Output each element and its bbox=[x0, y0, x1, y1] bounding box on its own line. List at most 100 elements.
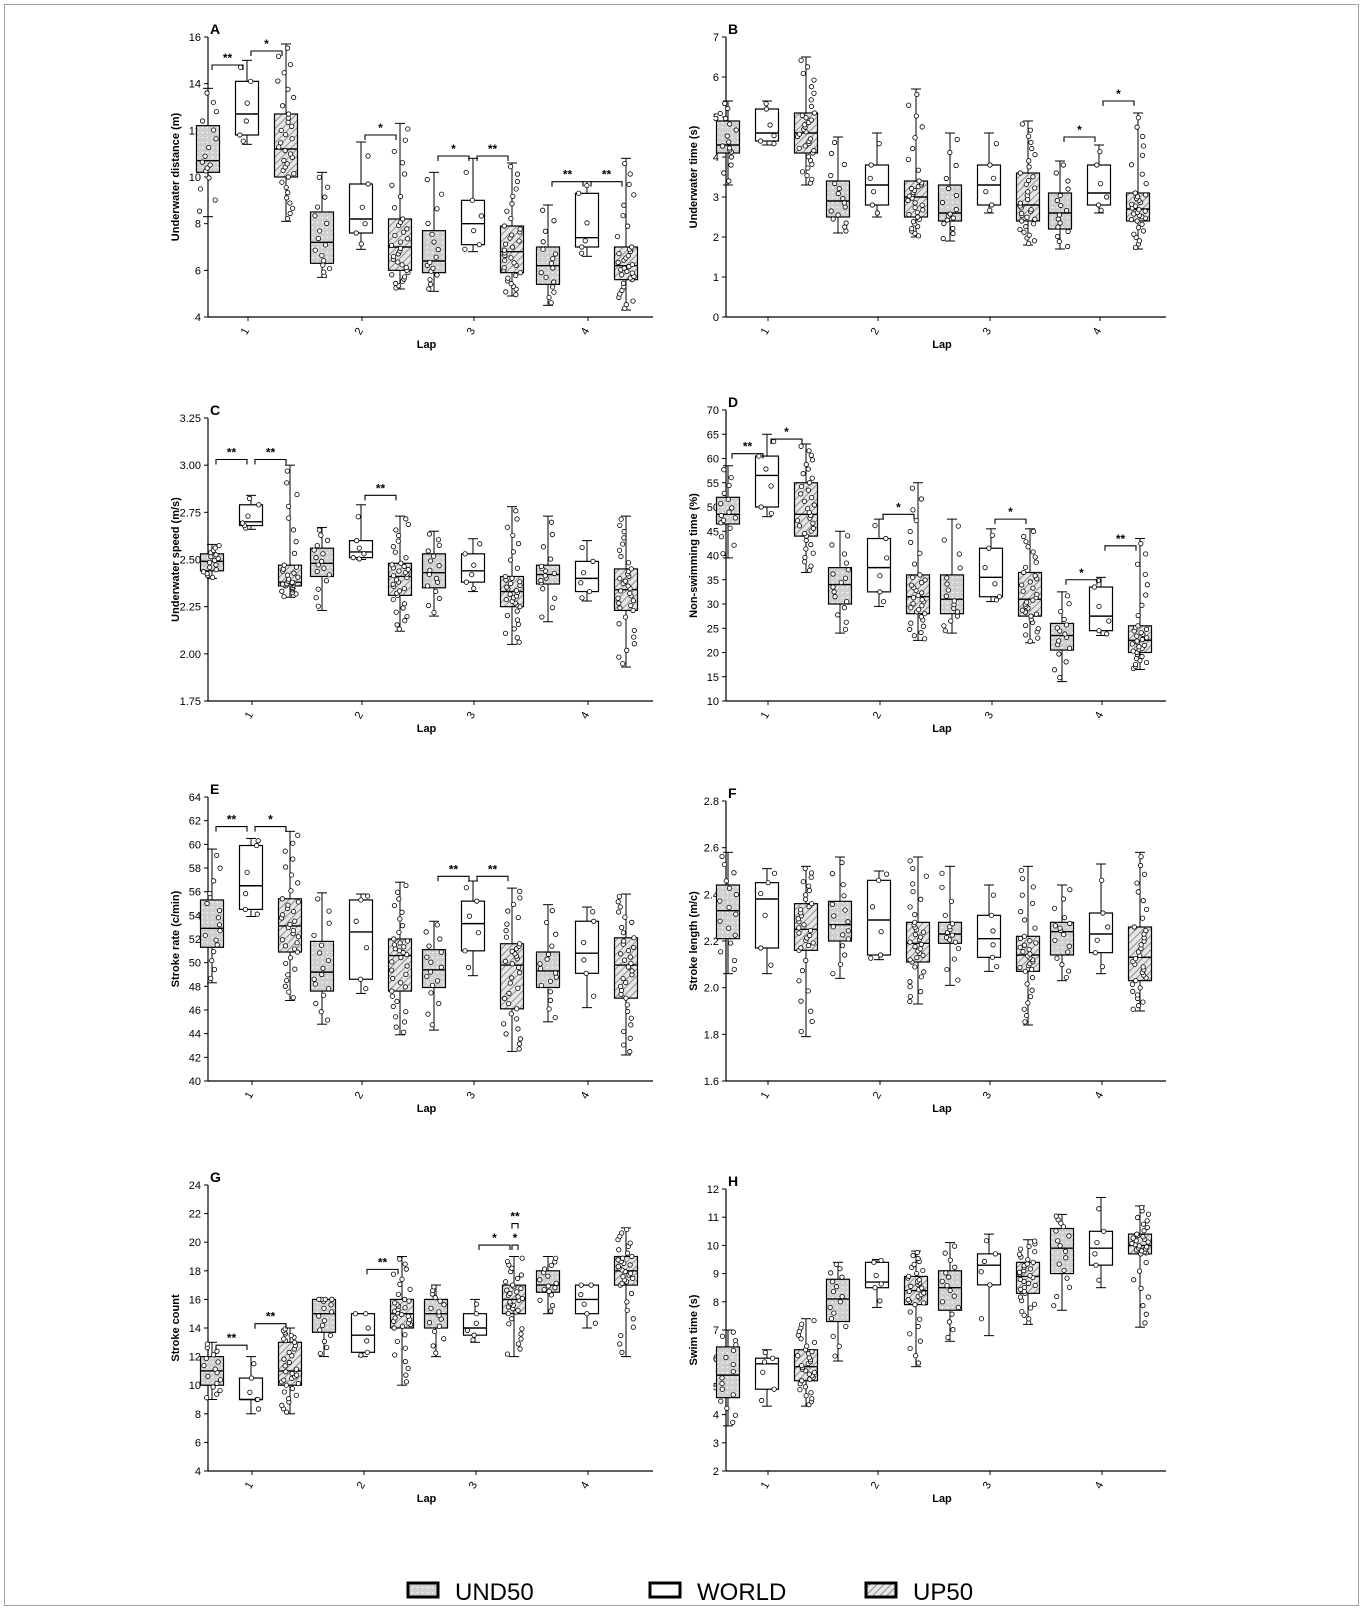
data-point bbox=[209, 957, 215, 964]
data-point bbox=[514, 1006, 520, 1012]
data-point bbox=[1144, 1224, 1150, 1231]
data-point bbox=[1033, 559, 1039, 565]
data-point bbox=[917, 550, 923, 556]
box-up50-lap-4 bbox=[1127, 1204, 1153, 1328]
data-point bbox=[806, 480, 813, 486]
data-point bbox=[630, 1324, 637, 1330]
data-point bbox=[429, 1022, 435, 1028]
data-point bbox=[619, 272, 625, 278]
data-point bbox=[945, 185, 952, 192]
box-up50-lap-3 bbox=[1015, 865, 1041, 1026]
box-und50-lap-3 bbox=[421, 171, 447, 292]
data-point bbox=[912, 964, 918, 970]
x-tick-label: 3 bbox=[981, 1480, 994, 1491]
data-point bbox=[473, 1311, 479, 1317]
data-point bbox=[291, 550, 298, 556]
data-point bbox=[463, 885, 469, 891]
data-point bbox=[204, 90, 210, 96]
y-tick-label: 10 bbox=[189, 172, 201, 184]
box-world-lap-4 bbox=[1088, 863, 1114, 975]
data-point bbox=[1136, 1268, 1143, 1274]
box-up50-lap-4 bbox=[1125, 112, 1151, 250]
data-point bbox=[359, 204, 365, 210]
y-tick-label: 4 bbox=[713, 152, 719, 164]
data-point bbox=[438, 964, 444, 970]
data-point bbox=[627, 1049, 633, 1055]
data-point bbox=[1066, 968, 1072, 974]
data-point bbox=[802, 530, 808, 537]
data-point bbox=[1135, 1003, 1142, 1009]
data-point bbox=[918, 896, 924, 902]
data-point bbox=[578, 580, 584, 586]
data-point bbox=[911, 1261, 917, 1268]
y-tick-label: 46 bbox=[189, 1005, 201, 1017]
data-point bbox=[537, 961, 543, 967]
data-point bbox=[907, 984, 913, 990]
data-point bbox=[949, 921, 956, 927]
data-point bbox=[1062, 631, 1068, 637]
data-point bbox=[631, 627, 637, 634]
box-world-lap-1 bbox=[238, 1356, 264, 1415]
data-point bbox=[1027, 638, 1033, 644]
data-point bbox=[539, 614, 545, 620]
data-point bbox=[504, 208, 510, 214]
iqr-box bbox=[574, 560, 600, 593]
data-point bbox=[630, 298, 636, 304]
data-point bbox=[828, 1316, 835, 1322]
data-point bbox=[918, 989, 924, 995]
y-tick-label: 10 bbox=[189, 1380, 201, 1392]
data-point bbox=[288, 888, 294, 894]
data-point bbox=[475, 930, 481, 936]
data-point bbox=[508, 255, 514, 261]
data-point bbox=[909, 582, 915, 588]
data-point bbox=[983, 189, 989, 195]
data-point bbox=[806, 1371, 812, 1377]
data-point bbox=[1026, 164, 1032, 170]
y-tick-label: 70 bbox=[707, 405, 719, 417]
data-point bbox=[1021, 1284, 1028, 1290]
box-up50-lap-3 bbox=[1017, 528, 1043, 644]
data-point bbox=[838, 579, 844, 586]
data-point bbox=[757, 138, 764, 144]
data-point bbox=[399, 1276, 405, 1282]
data-point bbox=[516, 1041, 523, 1047]
y-tick-label: 52 bbox=[189, 934, 201, 946]
data-point bbox=[616, 1247, 622, 1253]
box-und50-lap-2 bbox=[309, 171, 335, 279]
data-point bbox=[514, 1289, 520, 1295]
data-point bbox=[799, 483, 805, 490]
box-world-lap-2 bbox=[350, 1311, 376, 1358]
data-point bbox=[1096, 1206, 1102, 1212]
data-point bbox=[981, 1258, 987, 1264]
bracket-line bbox=[215, 826, 248, 832]
data-point bbox=[294, 949, 301, 955]
significance-label: ** bbox=[510, 1210, 520, 1224]
iqr-box bbox=[754, 455, 780, 508]
data-point bbox=[1094, 937, 1100, 943]
panel-letter: B bbox=[728, 21, 738, 37]
data-point bbox=[324, 537, 331, 543]
data-point bbox=[912, 1302, 918, 1308]
data-point bbox=[424, 177, 430, 183]
data-point bbox=[723, 878, 729, 884]
data-point bbox=[628, 1022, 634, 1028]
data-point bbox=[515, 1341, 522, 1347]
data-point bbox=[1025, 1000, 1031, 1006]
panel-letter: C bbox=[210, 402, 220, 418]
data-point bbox=[403, 971, 409, 977]
data-point bbox=[513, 186, 519, 192]
data-point bbox=[293, 1366, 299, 1372]
data-point bbox=[317, 1350, 323, 1357]
data-point bbox=[399, 262, 405, 268]
box-world-lap-4 bbox=[1088, 1196, 1114, 1289]
data-point bbox=[717, 898, 723, 904]
data-point bbox=[584, 1311, 590, 1317]
data-point bbox=[1066, 645, 1073, 651]
box-und50-lap-2 bbox=[825, 1261, 851, 1362]
bracket-line bbox=[364, 494, 397, 501]
data-point bbox=[514, 565, 520, 571]
data-point bbox=[462, 246, 468, 252]
data-point bbox=[952, 1264, 958, 1270]
data-point bbox=[470, 1337, 476, 1343]
